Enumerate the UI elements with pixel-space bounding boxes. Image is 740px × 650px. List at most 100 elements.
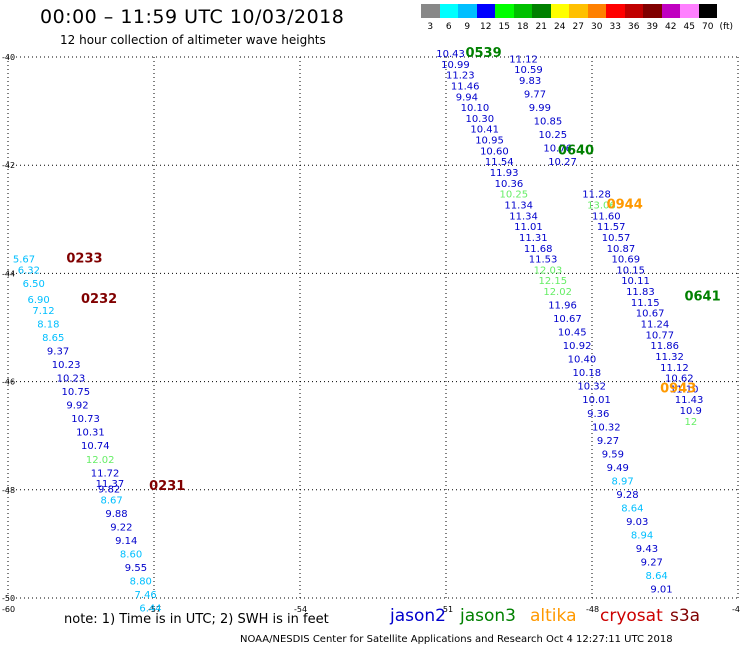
pass-time-label: 0641 [684,289,720,304]
swh-value-s3a: 9.14 [115,536,137,547]
swh-value-jason3: 11.34 [504,200,533,211]
swh-value-jason2: 10.15 [616,265,645,276]
x-tick-label: -51 [440,605,453,614]
chart-title: 00:00 – 11:59 UTC 10/03/2018 [40,6,345,28]
swh-value-s3a: 6.50 [23,279,45,290]
y-tick-label: -46 [2,378,15,387]
swh-value-jason3: 9.94 [456,92,478,103]
swh-value-s3a: 9.92 [66,401,88,412]
y-tick-label: -48 [2,486,15,495]
swh-value-jason3: 11.23 [446,71,475,82]
swh-value-jason2: 11.83 [626,287,655,298]
legend-cryosat: cryosat [600,606,663,626]
swh-value-jason3: 11.34 [509,211,538,222]
swh-value-jason3: 9.01 [650,585,672,596]
swh-value-jason3: 9.43 [636,544,658,555]
colorbar-label: 12 [480,22,492,32]
swh-value-jason2: 12 [684,417,697,428]
colorbar-swatch [643,4,662,18]
legend-jason3: jason3 [460,606,516,626]
colorbar-label: 15 [498,22,510,32]
pass-time-label: 0231 [149,479,185,494]
swh-value-jason2: 10.25 [538,130,567,141]
colorbar-swatch [513,4,532,18]
swh-value-jason2: 11.15 [631,298,660,309]
colorbar-label: 18 [517,22,529,32]
swh-value-jason3: 9.03 [626,517,648,528]
colorbar-label: (ft) [719,22,734,32]
swh-value-jason3: 9.28 [616,490,638,501]
swh-value-jason3: 10.32 [577,382,606,393]
swh-value-jason2: 10.87 [607,244,636,255]
colorbar-swatch [439,4,458,18]
swh-value-jason3: 10.10 [461,103,490,114]
footer-credit: NOAA/NESDIS Center for Satellite Applica… [240,634,673,645]
colorbar-label: 33 [609,22,621,32]
swh-value-s3a: 11.37 [96,479,125,490]
swh-value-s3a: 10.23 [52,360,81,371]
colorbar-label: 36 [628,22,640,32]
swh-value-jason2: 10.67 [636,309,665,320]
swh-value-jason2: 10.57 [602,233,631,244]
pass-time-label: 0233 [66,252,102,267]
swh-value-jason3: 10.60 [480,146,509,157]
swh-value-jason3: 11.53 [529,255,558,266]
swh-value-jason3: 9.59 [602,449,624,460]
colorbar-swatch [421,4,440,18]
swh-value-jason3: 10.41 [470,125,499,136]
colorbar-swatch [495,4,514,18]
swh-value-jason3: 10.30 [465,114,494,125]
colorbar-label: 70 [702,22,714,32]
swh-value-s3a: 8.67 [100,495,122,506]
swh-value-jason3: 10.45 [558,328,587,339]
swh-value-jason2: 13.06 [587,200,616,211]
swh-value-jason2: 10.9 [680,406,702,417]
colorbar-swatch [550,4,569,18]
swh-value-jason2: 10.62 [665,374,694,385]
swh-value-jason3: 11.31 [519,233,548,244]
swh-value-jason3: 10.32 [592,422,621,433]
swh-value-s3a: 6.90 [27,295,49,306]
swh-value-s3a: 11.72 [91,468,120,479]
colorbar-label: 9 [464,22,471,32]
swh-value-jason3: 8.64 [646,571,668,582]
swh-value-jason3: 10.43 [436,49,465,60]
swh-value-s3a: 7.46 [135,590,157,601]
y-tick-label: -44 [2,269,15,278]
swh-value-jason2: 9.77 [524,90,546,101]
colorbar-label: 39 [646,22,658,32]
y-tick-label: -42 [2,161,15,170]
swh-value-jason2: 11.24 [641,320,670,331]
x-tick-label: -57 [148,605,161,614]
swh-value-jason3: 11.93 [490,168,519,179]
y-tick-label: -40 [2,53,15,62]
swh-value-s3a: 10.73 [71,414,100,425]
swh-value-jason2: 9.83 [519,76,541,87]
swh-value-s3a: 8.18 [37,320,59,331]
swh-value-s3a: 9.22 [110,522,132,533]
swh-value-jason2: 11.12 [509,54,538,65]
colorbar-swatch [624,4,643,18]
swh-value-jason3: 11.01 [514,222,543,233]
swh-value-jason3: 10.95 [475,136,504,147]
swh-value-jason2: 11.32 [655,352,684,363]
swh-value-jason3: 11.54 [485,157,514,168]
pass-time-label: 0232 [81,292,117,307]
y-tick-label: -50 [2,594,15,603]
swh-value-s3a: 8.65 [42,333,64,344]
swh-value-jason3: 12.15 [538,276,567,287]
swh-value-s3a: 6.44 [139,604,161,615]
swh-value-s3a: 10.23 [57,374,86,385]
colorbar-label: 3 [427,22,434,32]
swh-value-jason3: 10.92 [563,341,592,352]
swh-value-jason2: 9.99 [529,103,551,114]
swh-value-jason3: 10.01 [582,395,611,406]
swh-value-jason3: 11.46 [451,81,480,92]
swh-value-s3a: 5.67 [13,255,35,266]
swh-value-s3a: 9.37 [47,347,69,358]
swh-value-jason3: 12.03 [534,265,563,276]
colorbar-swatch [458,4,477,18]
swh-value-jason2: 11.12 [660,363,689,374]
colorbar-label: 42 [665,22,677,32]
